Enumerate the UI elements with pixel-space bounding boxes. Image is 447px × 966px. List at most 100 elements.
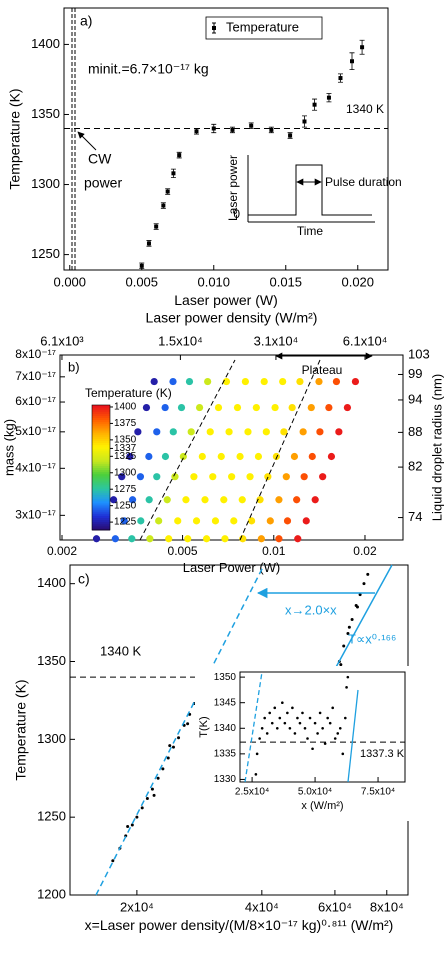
- data-point: [362, 582, 366, 586]
- data-point: [308, 452, 316, 461]
- y-tick-label: 1335: [214, 749, 237, 760]
- colorbar-step: [92, 452, 110, 456]
- colorbar-frame: [91, 404, 111, 531]
- data-point: [190, 473, 198, 481]
- y2-tick-label: 82: [408, 459, 422, 474]
- data-point: [288, 403, 296, 412]
- inset-label: Pulse duration: [325, 175, 402, 189]
- colorbar-tick-label: 1375: [114, 418, 137, 429]
- colorbar-step: [92, 450, 110, 454]
- colorbar-step: [92, 484, 110, 487]
- colorbar-tick-label: 1300: [114, 467, 137, 478]
- data-point: [366, 572, 370, 576]
- data-point: [331, 706, 335, 710]
- data-point: [153, 473, 161, 481]
- data-point: [343, 716, 347, 720]
- data-point: [217, 452, 225, 461]
- data-point: [145, 496, 153, 504]
- x-tick-label: 0.000: [53, 274, 86, 289]
- data-point: [299, 428, 307, 436]
- data-point: [268, 711, 272, 715]
- data-point: [298, 721, 302, 725]
- data-point: [255, 752, 259, 756]
- x-axis-label: Laser Power (W): [183, 560, 281, 575]
- legend-label: Temperature: [226, 19, 299, 34]
- data-point: [118, 473, 126, 481]
- data-point: [169, 377, 177, 386]
- colorbar-step: [92, 436, 110, 439]
- data-point: [128, 535, 136, 543]
- data-point: [150, 787, 154, 791]
- data-point: [171, 745, 175, 749]
- data-point: [302, 517, 310, 525]
- data-point: [161, 403, 169, 412]
- y-tick-label: 1400: [37, 575, 66, 590]
- data-point: [318, 711, 322, 715]
- data-point: [262, 428, 270, 436]
- x2-axis-label: Laser power density (W/m²): [146, 310, 318, 326]
- y2-tick-label: 103: [408, 346, 430, 361]
- colorbar-tick-label: 1337: [114, 443, 137, 454]
- colorbar-step: [92, 415, 110, 418]
- data-point: [275, 496, 283, 504]
- data-point: [177, 403, 186, 412]
- plot-frame: [239, 671, 406, 783]
- cw-label: CW: [88, 151, 112, 167]
- data-point: [321, 726, 324, 730]
- colorbar-step: [92, 469, 110, 473]
- colorbar-step: [92, 409, 110, 412]
- data-point: [187, 428, 195, 436]
- colorbar-step: [92, 527, 110, 531]
- data-point: [306, 737, 309, 740]
- y-axis-label: Temperature (K): [13, 679, 29, 780]
- data-point: [290, 452, 299, 461]
- data-point: [198, 452, 206, 461]
- pulse-shape: [248, 164, 372, 216]
- colorbar-step: [92, 425, 110, 429]
- x-tick-label: 0.020: [341, 274, 374, 289]
- colorbar-step: [92, 482, 110, 485]
- data-point: [221, 535, 229, 543]
- colorbar-step: [92, 471, 110, 475]
- data-point: [332, 377, 341, 386]
- data-point: [316, 428, 324, 436]
- inset-label: Laser power: [226, 155, 240, 221]
- data-point: [128, 496, 137, 504]
- data-point: [111, 535, 119, 543]
- data-point: [273, 706, 277, 710]
- colorbar-step: [92, 475, 110, 479]
- colorbar-step: [92, 507, 110, 510]
- data-point: [288, 726, 292, 730]
- y-axis-label: mass (kg): [1, 419, 16, 476]
- data-point: [177, 736, 181, 740]
- data-point: [222, 377, 231, 386]
- colorbar-step: [92, 498, 110, 502]
- x-axis-label: x (W/m²): [301, 800, 343, 812]
- data-point: [111, 859, 115, 863]
- data-point: [342, 644, 346, 648]
- data-point: [279, 377, 287, 386]
- data-point: [270, 721, 274, 725]
- data-point: [313, 721, 317, 725]
- data-point: [335, 428, 343, 436]
- x-tick-label: 5.0x10⁴: [298, 787, 332, 798]
- data-point: [92, 535, 101, 543]
- colorbar-step: [92, 465, 110, 468]
- colorbar-title: Temperature (K): [85, 386, 172, 400]
- data-point: [323, 742, 327, 745]
- inset-label: 0: [233, 207, 240, 221]
- x-tick-label: 0.015: [269, 274, 302, 289]
- panel-label: c): [78, 571, 90, 587]
- data-point: [195, 403, 204, 412]
- colorbar-step: [92, 525, 110, 529]
- data-point: [161, 203, 166, 208]
- data-point: [327, 452, 336, 461]
- data-point: [142, 403, 151, 412]
- data-point: [311, 496, 319, 504]
- data-point: [165, 535, 173, 543]
- data-point: [140, 806, 144, 810]
- colorbar-step: [92, 492, 110, 496]
- y-tick-label: 1300: [37, 731, 66, 746]
- data-point: [120, 517, 128, 525]
- y-tick-label: 8x10⁻¹⁷: [15, 347, 56, 361]
